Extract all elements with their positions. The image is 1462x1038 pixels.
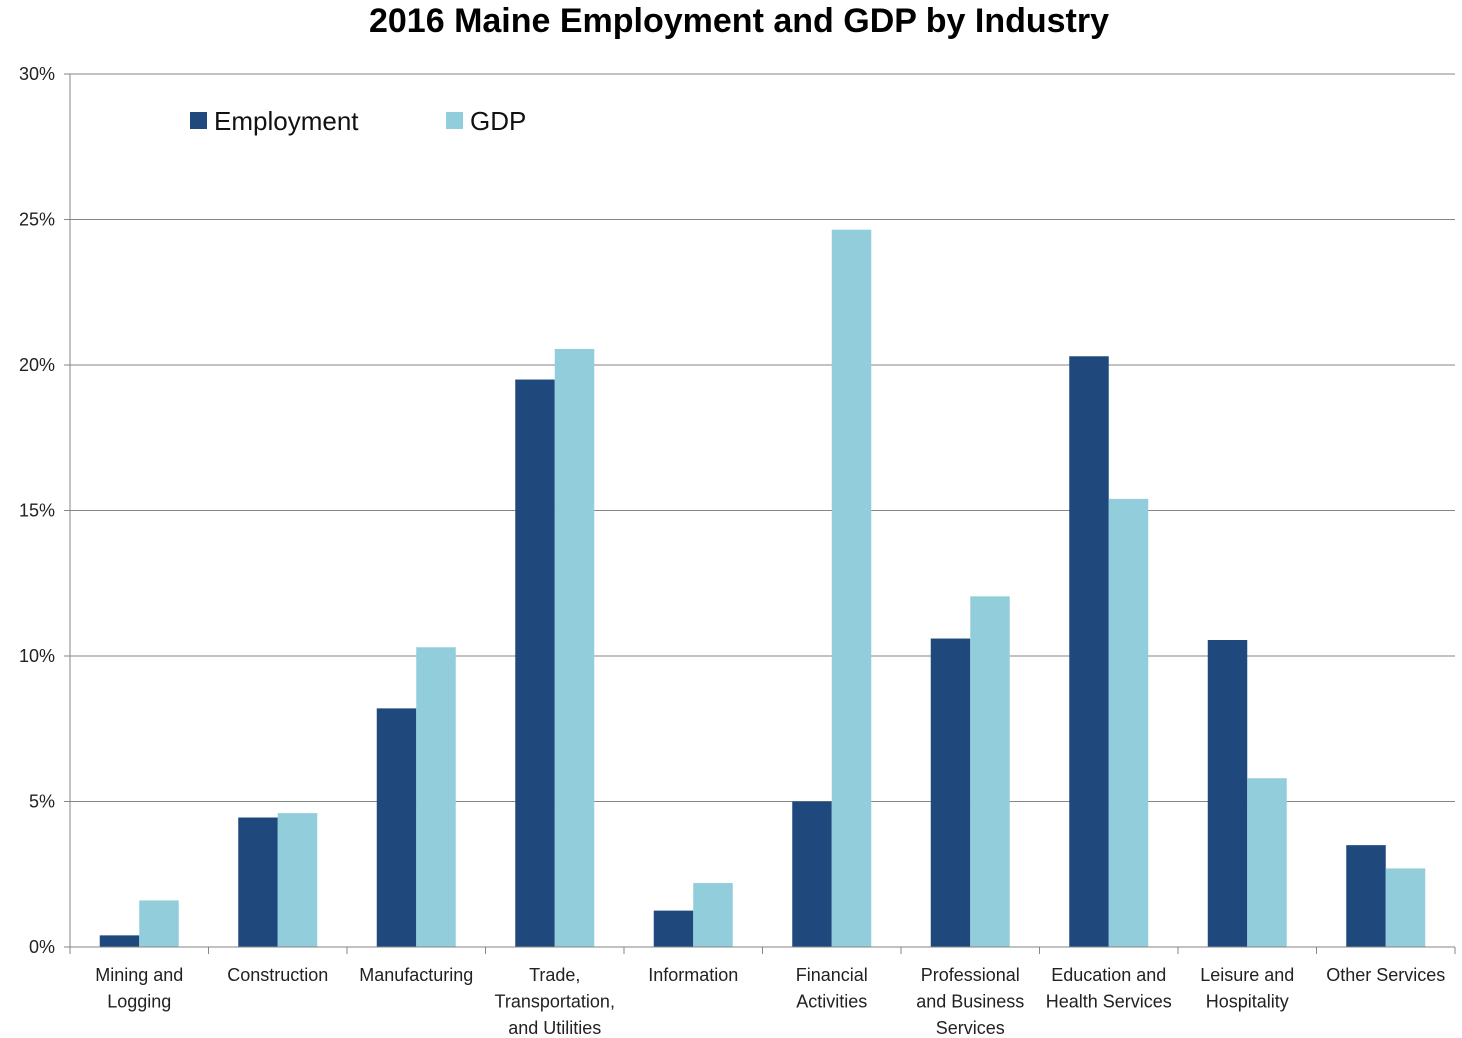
x-tick-label: Manufacturing (359, 965, 473, 985)
x-tick-label: Financial (796, 965, 868, 985)
bar-employment (653, 910, 694, 947)
x-tick-label: Logging (107, 992, 171, 1012)
bars (99, 229, 1426, 947)
bar-gdp (693, 882, 733, 947)
x-tick-label: Activities (796, 992, 867, 1012)
legend-label: GDP (470, 106, 526, 136)
x-tick-label: Other Services (1326, 965, 1445, 985)
bar-gdp (1247, 778, 1287, 947)
x-tick-label: Education and (1051, 965, 1166, 985)
x-tick-label: Health Services (1046, 992, 1172, 1012)
bar-gdp (139, 900, 179, 947)
legend: Employment GDP (190, 106, 526, 136)
y-tick-label: 0% (29, 937, 55, 957)
x-tick-label: Professional (921, 965, 1020, 985)
x-tick-label: and Business (916, 992, 1024, 1012)
bar-gdp (1385, 868, 1426, 947)
y-tick-label: 5% (29, 792, 55, 812)
bar-gdp (554, 348, 595, 947)
bar-gdp (831, 229, 872, 947)
gridlines (70, 73, 1455, 802)
bar-gdp (970, 596, 1010, 947)
y-tick-label: 30% (19, 64, 55, 84)
x-tick-label: Services (936, 1018, 1005, 1038)
bar-employment (515, 379, 555, 947)
bar-employment (930, 638, 971, 947)
legend-label: Employment (214, 106, 359, 136)
x-tick-label: Trade, (529, 965, 580, 985)
bar-employment (792, 801, 832, 947)
x-tick-label: Mining and (95, 965, 183, 985)
x-tick-label: Transportation, (495, 992, 615, 1012)
bar-employment (99, 935, 140, 947)
bar-employment (376, 708, 417, 947)
bar-employment (1346, 845, 1386, 947)
y-tick-label: 20% (19, 355, 55, 375)
bar-gdp (277, 813, 318, 947)
x-tick-label: and Utilities (508, 1018, 601, 1038)
bar-gdp (416, 647, 456, 947)
legend-swatch (190, 112, 207, 129)
x-tick-label: Hospitality (1206, 992, 1289, 1012)
x-tick-label: Construction (227, 965, 328, 985)
bar-employment (238, 817, 278, 947)
y-tick-label: 10% (19, 646, 55, 666)
bar-employment (1069, 356, 1109, 947)
bar-employment (1207, 639, 1248, 947)
bar-gdp (1108, 498, 1149, 947)
legend-swatch (446, 112, 463, 129)
chart-title: 2016 Maine Employment and GDP by Industr… (368, 2, 1109, 40)
x-tick-label: Information (648, 965, 738, 985)
y-tick-label: 25% (19, 210, 55, 230)
x-tick-label: Leisure and (1200, 965, 1294, 985)
axes: 0% 5% 10% 15% 20% 25% 30% Mining and Logging Cons… (19, 64, 1456, 1038)
y-tick-label: 15% (19, 501, 55, 521)
